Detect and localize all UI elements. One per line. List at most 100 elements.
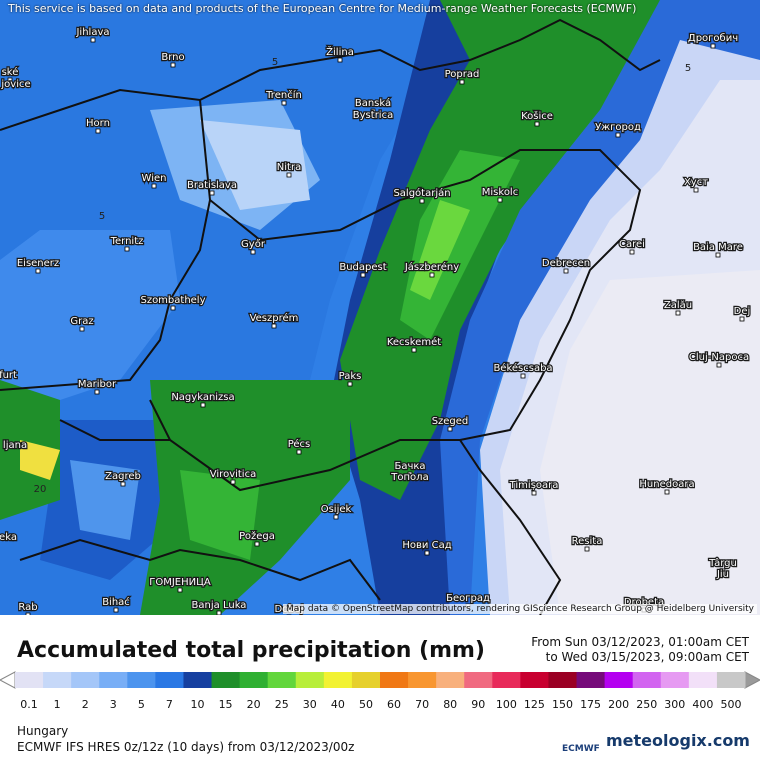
legend-swatch — [380, 672, 409, 688]
city-label: Nagykanizsa — [171, 392, 234, 403]
city-label: Târgu — [708, 557, 737, 569]
city-label: ГОМЈЕНИЦА — [149, 577, 211, 588]
city-dot — [271, 323, 277, 329]
legend-label: 3 — [110, 698, 117, 711]
legend-label: 70 — [415, 698, 429, 711]
city-dot — [151, 183, 157, 189]
legend-label: 250 — [636, 698, 657, 711]
legend-label: 150 — [552, 698, 573, 711]
city-dot — [25, 612, 31, 615]
legend-swatch — [15, 672, 44, 688]
legend-label: 20 — [247, 698, 261, 711]
city-label: ljana — [3, 440, 27, 451]
city-label: Wien — [142, 173, 167, 184]
legend-swatch — [408, 672, 437, 688]
city-label: Brno — [161, 52, 184, 63]
legend-label: 5 — [138, 698, 145, 711]
legend-label: 25 — [275, 698, 289, 711]
ecmwf-logo[interactable]: ECMWF — [562, 744, 600, 754]
city-label: Graz — [70, 316, 93, 327]
city-dot — [200, 402, 206, 408]
city-label: eka — [0, 532, 17, 543]
city-dot — [739, 316, 745, 322]
city-label: Požega — [239, 530, 275, 542]
city-dot — [411, 347, 417, 353]
city-label: Szombathely — [140, 295, 205, 306]
legend-swatch — [43, 672, 72, 688]
city-dot — [216, 610, 222, 615]
city-label: Žilina — [326, 45, 354, 58]
city-label: Ужгород — [595, 122, 641, 133]
city-label: Pécs — [288, 438, 311, 450]
city-dot — [250, 249, 256, 255]
city-label: Carei — [619, 239, 645, 250]
legend-swatch — [492, 672, 521, 688]
legend-label: 15 — [219, 698, 233, 711]
city-dot — [209, 190, 215, 196]
legend-swatch — [155, 672, 184, 688]
city-dot — [716, 362, 722, 368]
city-label: Trenčín — [265, 89, 302, 101]
legend-swatch — [239, 672, 269, 688]
city-dot — [337, 57, 343, 63]
city-dot — [286, 172, 292, 178]
legend-label: 200 — [608, 698, 629, 711]
city-label: Zagreb — [105, 471, 141, 482]
model-info: ECMWF IFS HRES 0z/12z (10 days) from 03/… — [17, 740, 355, 754]
city-dot — [534, 121, 540, 127]
city-dot — [447, 426, 453, 432]
legend-label: 7 — [166, 698, 173, 711]
city-label: Debrecen — [542, 258, 590, 269]
legend-swatch — [688, 672, 718, 688]
city-label: ské — [2, 66, 19, 78]
city-label: Paks — [339, 371, 362, 382]
city-label: Bratislava — [187, 180, 237, 191]
date-to: to Wed 03/15/2023, 09:00am CET — [545, 650, 749, 664]
date-from: From Sun 03/12/2023, 01:00am CET — [531, 635, 749, 649]
city-dot — [333, 514, 339, 520]
legend-swatch — [351, 672, 381, 688]
city-label: Miskolc — [482, 187, 518, 198]
city-dot — [520, 373, 526, 379]
city-dot — [675, 310, 681, 316]
city-dot — [710, 43, 716, 49]
city-label: Salgótarján — [393, 187, 450, 199]
city-dot — [664, 489, 670, 495]
city-label: Timișoara — [509, 480, 559, 491]
city-dot — [615, 132, 621, 138]
city-label: Zalău — [664, 300, 692, 311]
notice: This service is based on data and produc… — [8, 2, 637, 15]
city-label: Ternitz — [110, 236, 144, 247]
city-label: Banja Luka — [192, 600, 247, 611]
legend-swatch — [520, 672, 549, 688]
legend-label: 175 — [580, 698, 601, 711]
city-dot — [720, 568, 726, 574]
legend-swatch — [716, 672, 746, 688]
legend-label: 60 — [387, 698, 401, 711]
city-dot — [254, 541, 260, 547]
city-label: Osijek — [321, 504, 352, 515]
region: Hungary — [17, 724, 69, 738]
city-label: Szeged — [432, 416, 469, 427]
city-dot — [459, 79, 465, 85]
legend-swatch — [464, 672, 493, 688]
city-dot — [370, 108, 376, 114]
city-label: Dej — [734, 306, 751, 317]
legend-label: 90 — [471, 698, 485, 711]
city-dot — [531, 490, 537, 496]
city-dot — [429, 272, 435, 278]
map: Jihlava Brno Žilina Poprad Дрогобич skéjovice… — [0, 0, 760, 615]
city-dot — [95, 128, 101, 134]
legend-label: 500 — [720, 698, 741, 711]
city-label: jovice — [0, 79, 30, 90]
city-dot — [120, 481, 126, 487]
contour-label: 5 — [685, 63, 691, 74]
city-dot — [94, 389, 100, 395]
city-label: Cluj-Napoca — [689, 352, 749, 363]
meteologix-logo[interactable]: meteologix.com — [606, 731, 750, 750]
city-label: Poprad — [445, 69, 480, 80]
legend-swatch — [211, 672, 241, 688]
city-label: Maribor — [78, 379, 117, 390]
legend-label: 100 — [496, 698, 517, 711]
